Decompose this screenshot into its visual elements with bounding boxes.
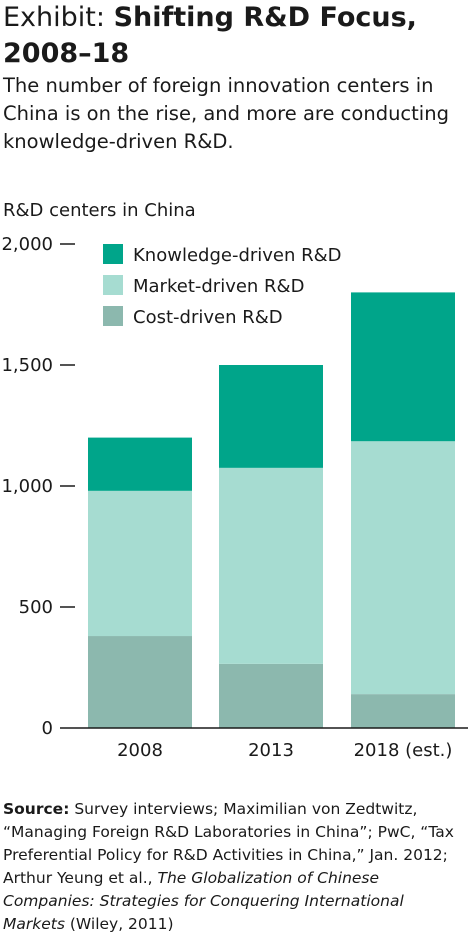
title-bold: Shifting R&D Focus, 2008–18	[3, 2, 417, 69]
bar-cost-driven-r-d-2018-est	[351, 694, 455, 728]
bar-knowledge-driven-r-d-2018-est	[351, 292, 455, 442]
source-italic-title: The Globalization of Chinese Companies: …	[3, 869, 404, 933]
legend-swatch-cost-driven-r-d	[103, 306, 123, 326]
legend-swatch-knowledge-driven-r-d	[103, 244, 123, 264]
stacked-bar-chart: 0 500 1,000 1,500 2,000 2008 2013 2018 (est.) Kn…	[1, 234, 468, 761]
bar-market-driven-r-d-2013	[219, 467, 323, 664]
legend-label-market-driven-r-d: Market-driven R&D	[133, 276, 304, 297]
title-prefix: Exhibit:	[3, 2, 114, 33]
bar-knowledge-driven-r-d-2008	[88, 437, 192, 491]
x-tick-label: 2008	[117, 740, 163, 761]
bar-knowledge-driven-r-d-2013	[219, 365, 323, 468]
x-tick-label: 2013	[248, 740, 294, 761]
source-note: Source: Survey interviews; Maximilian vo…	[3, 798, 465, 936]
y-tick-label: 500	[19, 597, 53, 618]
chart-title: Exhibit: Shifting R&D Focus, 2008–18	[3, 0, 463, 72]
x-tick-label: 2018 (est.)	[354, 740, 453, 761]
y-tick-label: 1,000	[1, 476, 53, 497]
chart-subtitle: The number of foreign innovation centers…	[3, 74, 449, 153]
bar-market-driven-r-d-2018-est	[351, 441, 455, 695]
y-tick-label: 1,500	[1, 355, 53, 376]
source-text-1: Survey interviews; Maximilian von Zedtwi…	[3, 800, 454, 887]
bar-cost-driven-r-d-2013	[219, 663, 323, 728]
source-label: Source:	[3, 800, 70, 818]
source-text-2: (Wiley, 2011)	[64, 915, 174, 933]
y-axis-label: R&D centers in China	[3, 200, 196, 221]
legend-label-knowledge-driven-r-d: Knowledge-driven R&D	[133, 245, 342, 266]
legend-label-cost-driven-r-d: Cost-driven R&D	[133, 307, 283, 328]
bar-market-driven-r-d-2008	[88, 490, 192, 637]
y-tick-label: 2,000	[1, 234, 53, 255]
legend-swatch-market-driven-r-d	[103, 275, 123, 295]
bar-cost-driven-r-d-2008	[88, 636, 192, 728]
y-tick-label: 0	[42, 718, 53, 739]
